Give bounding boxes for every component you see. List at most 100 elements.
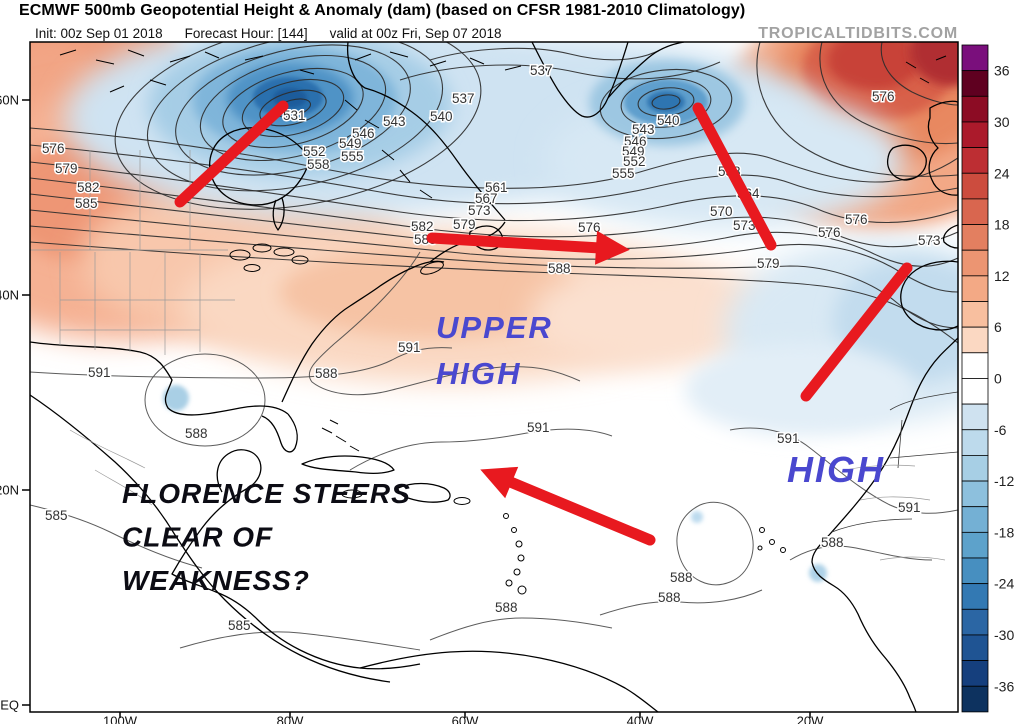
lat-tick-label: EQ <box>0 698 19 713</box>
valid-time: valid at 00z Fri, Sep 07 2018 <box>329 26 502 41</box>
contour-label: 573 <box>468 203 491 218</box>
annotation-arrows <box>174 100 913 546</box>
red-arrow <box>426 232 606 254</box>
colorbar-segment <box>961 44 989 72</box>
coastlines <box>30 42 958 712</box>
colorbar-tick-label: 6 <box>994 319 1002 335</box>
contour-label: 546 <box>352 126 375 141</box>
contour-label: 588 <box>495 600 518 615</box>
upper-high-label: HIGH <box>436 356 522 391</box>
colorbar-segment <box>961 249 989 277</box>
anomaly-shading <box>30 42 958 582</box>
contour-label: 558 <box>307 157 330 172</box>
high-label: HIGH <box>787 449 885 490</box>
anomaly-colorbar: 36 30 24 18 12 6 0 -6 -12 -18 -24 -30 -36 <box>961 44 1014 713</box>
contour-label: 579 <box>55 161 78 176</box>
contour-label: 576 <box>818 225 841 240</box>
red-arrow <box>174 100 289 208</box>
map-border <box>29 41 959 713</box>
watermark: TROPICALTIDBITS.COM <box>758 25 958 42</box>
contour-label: 591 <box>398 340 421 355</box>
contour-label: 579 <box>453 217 476 232</box>
latitude-axis: 60N 40N 20N EQ <box>0 93 30 713</box>
red-arrow <box>692 102 777 251</box>
colorbar-segment <box>961 506 989 533</box>
contour-label: 576 <box>845 212 868 227</box>
upper-high-label: UPPER <box>436 310 553 345</box>
contour-label: 576 <box>872 89 895 104</box>
colorbar-segment <box>961 608 989 636</box>
contour-lines <box>30 42 958 651</box>
contour-label: 576 <box>578 220 601 235</box>
contour-label: 588 <box>185 426 208 441</box>
colorbar-tick-label: 0 <box>994 370 1002 386</box>
contour-label: 588 <box>315 366 338 381</box>
colorbar-segment <box>961 557 989 585</box>
contour-label: 552 <box>623 154 646 169</box>
colorbar-segment <box>961 660 989 687</box>
contour-label: 546 <box>624 134 647 149</box>
florence-question-label: FLORENCE STEERS <box>122 478 411 509</box>
contour-label: 585 <box>45 508 68 523</box>
contour-label: 543 <box>632 122 655 137</box>
colorbar-segment <box>961 352 989 379</box>
contour-label: 570 <box>710 204 733 219</box>
contour-label: 549 <box>339 136 362 151</box>
lat-tick-label: 60N <box>0 93 19 108</box>
colorbar-tick-label: 24 <box>994 165 1010 181</box>
contour-label: 576 <box>42 141 65 156</box>
colorbar-tick-label: -12 <box>994 473 1014 489</box>
colorbar-segment <box>961 172 989 200</box>
contour-label: 588 <box>548 261 571 276</box>
contour-label: 585 <box>228 618 251 633</box>
contour-label: 579 <box>757 256 780 271</box>
contour-label: 555 <box>341 149 364 164</box>
political-borders <box>30 150 958 561</box>
colorbar-tick-label: -36 <box>994 678 1014 694</box>
contour-label: 540 <box>430 109 453 124</box>
contour-label: 582 <box>77 180 100 195</box>
florence-question-label: WEAKNESS? <box>122 565 310 596</box>
longitude-axis: 100W 80W 60W 40W 20W <box>103 712 824 724</box>
contour-label: 588 <box>658 590 681 605</box>
contour-label: 561 <box>485 180 508 195</box>
contour-label: 537 <box>452 91 475 106</box>
colorbar-segment <box>961 634 989 662</box>
contour-label: 549 <box>622 144 645 159</box>
contour-label: 573 <box>918 233 941 248</box>
colorbar-tick-label: 18 <box>994 217 1010 233</box>
contour-label: 582 <box>411 219 434 234</box>
lon-tick-label: 80W <box>277 714 304 724</box>
colorbar-segment <box>961 326 989 354</box>
colorbar-segment <box>961 454 989 482</box>
lat-tick-label: 40N <box>0 288 19 303</box>
colorbar-segment <box>961 403 989 431</box>
contour-label: 588 <box>670 570 693 585</box>
contour-label: 591 <box>777 431 800 446</box>
contour-label: 591 <box>898 500 921 515</box>
contour-label: 543 <box>383 114 406 129</box>
colorbar-tick-label: -24 <box>994 576 1014 592</box>
florence-question-label: CLEAR OF <box>122 522 273 553</box>
contour-label: 573 <box>733 218 756 233</box>
contour-label: 585 <box>75 196 98 211</box>
colorbar-tick-label: -6 <box>994 422 1007 438</box>
red-arrow <box>502 475 656 546</box>
colorbar-segment <box>961 224 989 251</box>
colorbar-tick-label: 36 <box>994 63 1010 79</box>
colorbar-tick-label: 30 <box>994 114 1010 130</box>
contour-label: 555 <box>612 166 635 181</box>
contour-label: 540 <box>657 113 680 128</box>
contour-label: 567 <box>475 191 498 206</box>
figure-subtitle: Init: 00z Sep 01 2018 Forecast Hour: [144… <box>35 26 524 41</box>
init-time: Init: 00z Sep 01 2018 <box>35 26 163 41</box>
contour-label: 537 <box>530 63 553 78</box>
annotation-text: UPPER HIGH HIGH FLORENCE STEERS CLEAR OF WEAK… <box>122 310 885 596</box>
red-arrow-head <box>480 466 519 499</box>
contour-label: 552 <box>303 144 326 159</box>
lon-tick-label: 60W <box>452 714 479 724</box>
contour-label: 531 <box>283 108 306 123</box>
lon-tick-label: 40W <box>627 714 654 724</box>
forecast-hour: Forecast Hour: [144] <box>184 26 308 41</box>
